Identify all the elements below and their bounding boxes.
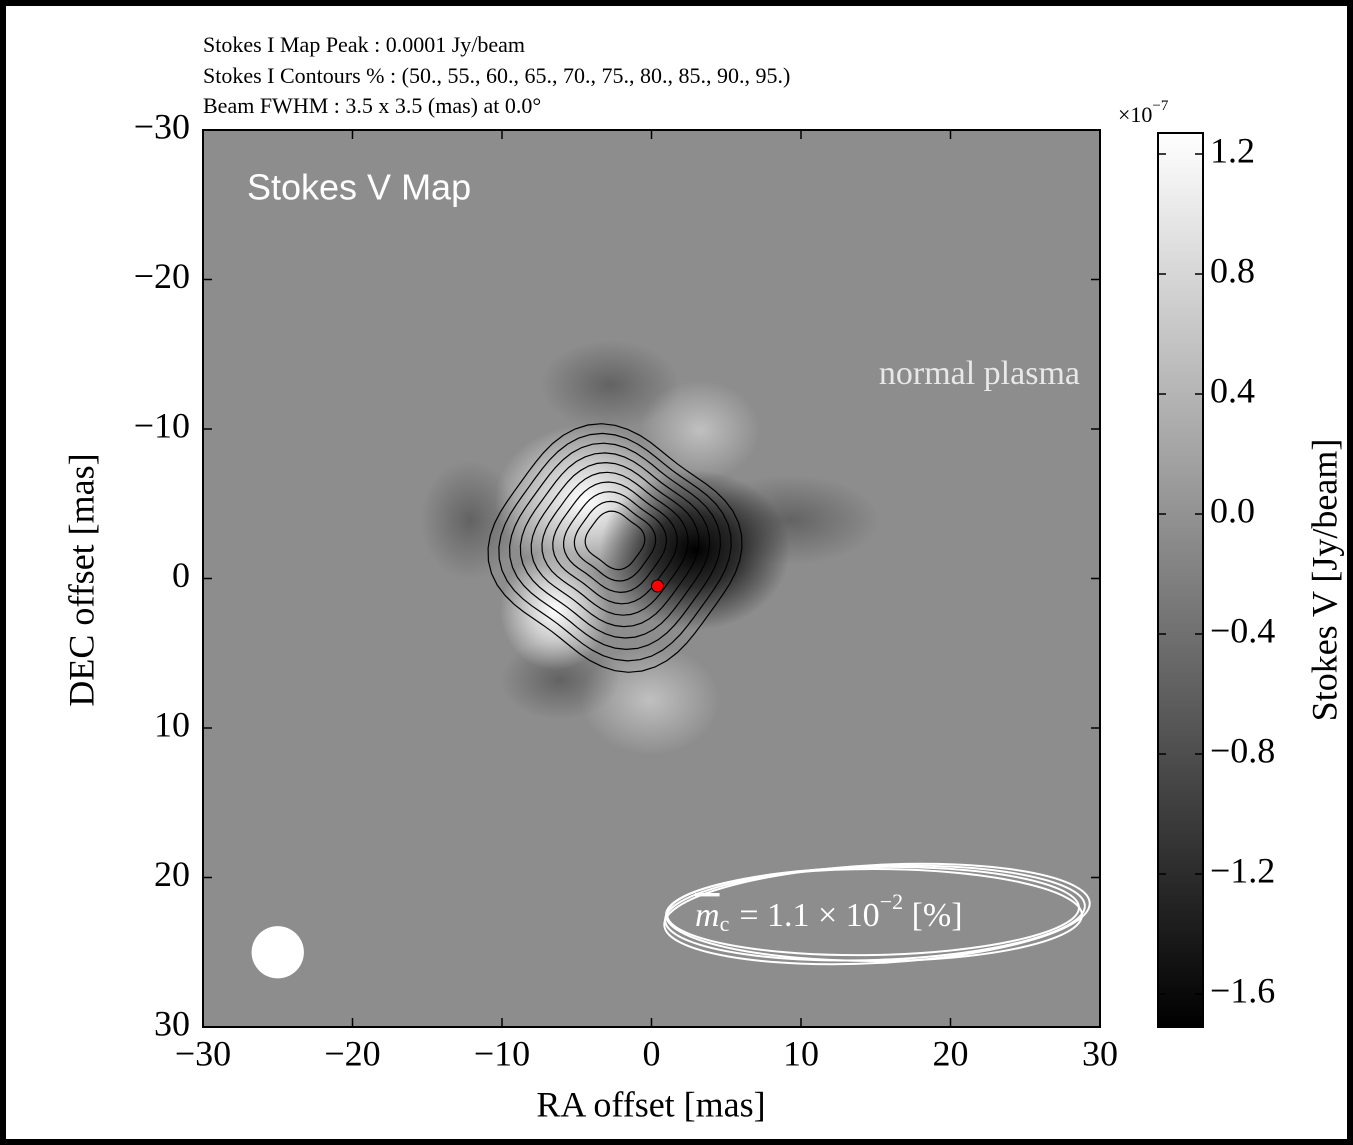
colorbar-multiplier: ×10−7 — [1118, 98, 1169, 127]
x-tick-label: 20 — [933, 1033, 969, 1073]
x-tick-label: −10 — [474, 1033, 530, 1073]
y-tick-label: 20 — [154, 854, 190, 894]
annotation: normal plasma — [879, 355, 1080, 392]
contour — [508, 442, 722, 651]
contour — [552, 481, 678, 605]
beam — [251, 926, 304, 979]
header-line: Beam FWHM : 3.5 x 3.5 (mas) at 0.0° — [203, 93, 541, 118]
contour — [519, 452, 711, 639]
statistic-exponent: −2 — [880, 889, 903, 914]
stokes-v-image — [203, 130, 1100, 1027]
contour — [562, 491, 668, 594]
colorbar-tick-label: 1.2 — [1210, 130, 1255, 170]
contour — [530, 461, 700, 628]
y-tick-label: −10 — [134, 405, 190, 445]
statistic-unit: [%] — [903, 897, 962, 934]
y-tick-label: 0 — [172, 555, 190, 595]
colorbar-tick-label: 0.0 — [1210, 490, 1255, 530]
multiplier-base: ×10 — [1118, 102, 1152, 127]
y-axis-label: DEC offset [mas] — [61, 453, 101, 706]
y-tick-label: 10 — [154, 704, 190, 744]
x-tick-label: −30 — [175, 1033, 231, 1073]
highlight-ellipse — [663, 862, 1091, 966]
contour — [584, 510, 646, 571]
colorbar-tick-label: −0.8 — [1210, 730, 1275, 770]
x-tick-label: −20 — [324, 1033, 380, 1073]
x-tick-label: 10 — [783, 1033, 819, 1073]
marker — [650, 579, 664, 593]
x-tick-label: 30 — [1082, 1033, 1118, 1073]
contour — [541, 471, 689, 616]
statistic-symbol: m — [695, 897, 720, 934]
colorbar-tick-label: −0.4 — [1210, 610, 1275, 650]
y-tick-label: 30 — [154, 1003, 190, 1043]
colorbar-tick-label: −1.6 — [1210, 970, 1275, 1010]
colorbar — [1157, 132, 1204, 1028]
colorbar-tick-label: −1.2 — [1210, 850, 1275, 890]
statistic-subscript: c — [720, 911, 730, 936]
contour — [487, 423, 743, 673]
colorbar-label: Stokes V [Jy/beam] — [1304, 439, 1344, 722]
statistic-text: = 1.1 × 10 — [739, 897, 879, 934]
y-tick-label: −30 — [134, 106, 190, 146]
header-line: Stokes I Contours % : (50., 55., 60., 65… — [203, 63, 790, 88]
contour — [573, 500, 657, 582]
colorbar-tick-label: 0.8 — [1210, 250, 1255, 290]
x-tick-label: 0 — [643, 1033, 661, 1073]
panel-title: Stokes V Map — [247, 167, 471, 208]
stokes-i-contours — [487, 423, 743, 673]
multiplier-exponent: −7 — [1152, 98, 1168, 114]
y-tick-label: −20 — [134, 256, 190, 296]
colorbar-tick-label: 0.4 — [1210, 370, 1255, 410]
header-line: Stokes I Map Peak : 0.0001 Jy/beam — [203, 32, 525, 57]
x-axis-label: RA offset [mas] — [536, 1084, 765, 1124]
contour — [498, 432, 732, 662]
statistic: mc = 1.1 × 10−2 [%] — [695, 889, 963, 936]
